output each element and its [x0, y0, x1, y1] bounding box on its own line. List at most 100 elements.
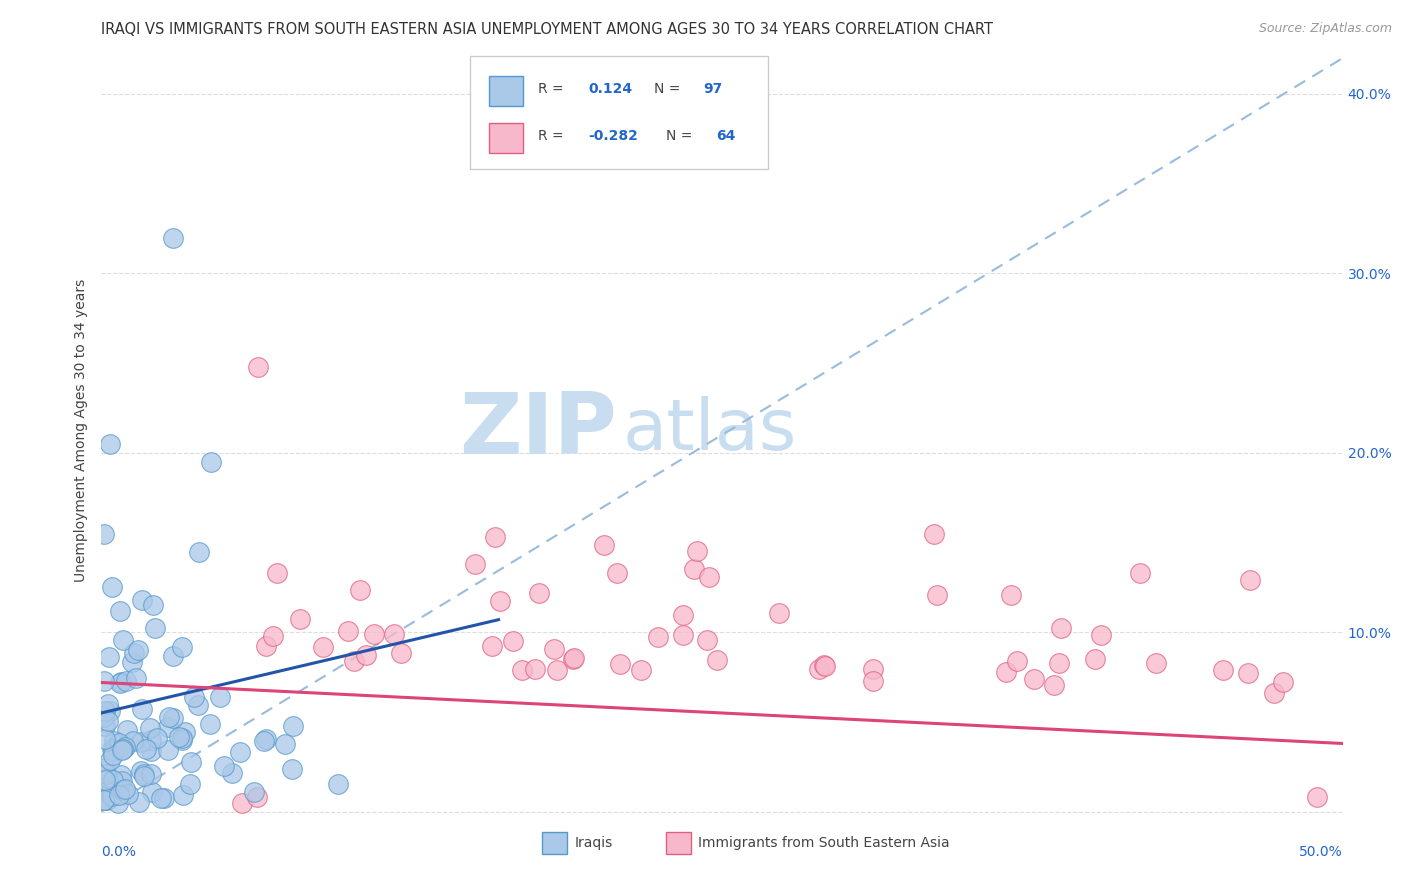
Point — [488, 594, 510, 608]
FancyBboxPatch shape — [488, 76, 523, 106]
Point — [562, 652, 585, 666]
Point — [221, 766, 243, 780]
Text: 50.0%: 50.0% — [1299, 845, 1343, 859]
Point — [110, 768, 132, 782]
Point — [162, 648, 184, 663]
Point — [114, 782, 136, 797]
Point — [114, 739, 136, 754]
Point — [672, 607, 695, 622]
Point — [253, 734, 276, 748]
Point — [647, 630, 669, 644]
Point — [125, 671, 148, 685]
Point — [231, 796, 253, 810]
Point — [157, 720, 180, 734]
Point — [312, 640, 335, 654]
Point — [131, 593, 153, 607]
Point — [122, 734, 145, 748]
Point — [187, 544, 209, 558]
Point — [1090, 627, 1112, 641]
Point — [162, 230, 184, 244]
Point — [103, 744, 125, 758]
Point — [484, 530, 506, 544]
Point — [141, 732, 163, 747]
Point — [131, 701, 153, 715]
Point — [170, 640, 193, 654]
Point — [254, 639, 277, 653]
Point — [96, 793, 118, 807]
Point — [243, 785, 266, 799]
Text: ZIP: ZIP — [458, 389, 616, 472]
Point — [100, 784, 122, 798]
Point — [481, 639, 503, 653]
Point — [145, 731, 167, 746]
Point — [562, 650, 585, 665]
Point — [162, 711, 184, 725]
Point — [349, 582, 371, 597]
Point — [768, 606, 790, 620]
Point — [97, 714, 120, 728]
Point — [149, 791, 172, 805]
Point — [281, 718, 304, 732]
Point — [389, 646, 412, 660]
Point — [266, 566, 288, 580]
Point — [214, 758, 236, 772]
Point — [131, 764, 153, 778]
FancyBboxPatch shape — [488, 123, 523, 153]
Point — [363, 627, 385, 641]
Text: 0.124: 0.124 — [588, 82, 633, 96]
Point — [198, 717, 221, 731]
FancyBboxPatch shape — [541, 832, 567, 855]
Y-axis label: Unemployment Among Ages 30 to 34 years: Unemployment Among Ages 30 to 34 years — [75, 279, 89, 582]
Point — [107, 796, 129, 810]
Point — [108, 736, 131, 750]
Point — [159, 709, 181, 723]
Point — [174, 724, 197, 739]
Point — [139, 767, 162, 781]
Point — [1237, 666, 1260, 681]
Text: 97: 97 — [703, 82, 723, 96]
Point — [995, 665, 1018, 680]
FancyBboxPatch shape — [470, 55, 768, 169]
Point — [699, 570, 721, 584]
Text: atlas: atlas — [623, 396, 797, 465]
Point — [1022, 672, 1045, 686]
Point — [672, 628, 695, 642]
Point — [593, 538, 616, 552]
Point — [101, 773, 124, 788]
Point — [523, 662, 546, 676]
Text: 64: 64 — [716, 129, 735, 143]
Point — [187, 698, 209, 713]
Point — [862, 662, 884, 676]
Point — [246, 790, 269, 805]
Point — [115, 723, 138, 737]
Point — [100, 437, 122, 451]
Point — [683, 561, 706, 575]
Point — [127, 643, 149, 657]
Point — [609, 657, 631, 671]
Point — [179, 777, 201, 791]
Point — [814, 659, 837, 673]
Point — [132, 769, 155, 783]
Point — [98, 753, 121, 767]
Point — [605, 566, 627, 581]
Point — [96, 767, 118, 781]
Point — [110, 674, 132, 689]
Point — [170, 732, 193, 747]
Point — [97, 771, 120, 785]
Point — [135, 741, 157, 756]
Point — [1305, 790, 1327, 805]
Point — [110, 743, 132, 757]
Point — [108, 675, 131, 690]
Point — [209, 690, 232, 704]
Point — [281, 762, 304, 776]
Text: 0.0%: 0.0% — [101, 845, 136, 859]
Point — [141, 784, 163, 798]
FancyBboxPatch shape — [666, 832, 690, 855]
Point — [925, 588, 948, 602]
Point — [1084, 652, 1107, 666]
Point — [1263, 686, 1285, 700]
Point — [101, 789, 124, 803]
Point — [200, 455, 222, 469]
Point — [229, 745, 252, 759]
Point — [527, 586, 550, 600]
